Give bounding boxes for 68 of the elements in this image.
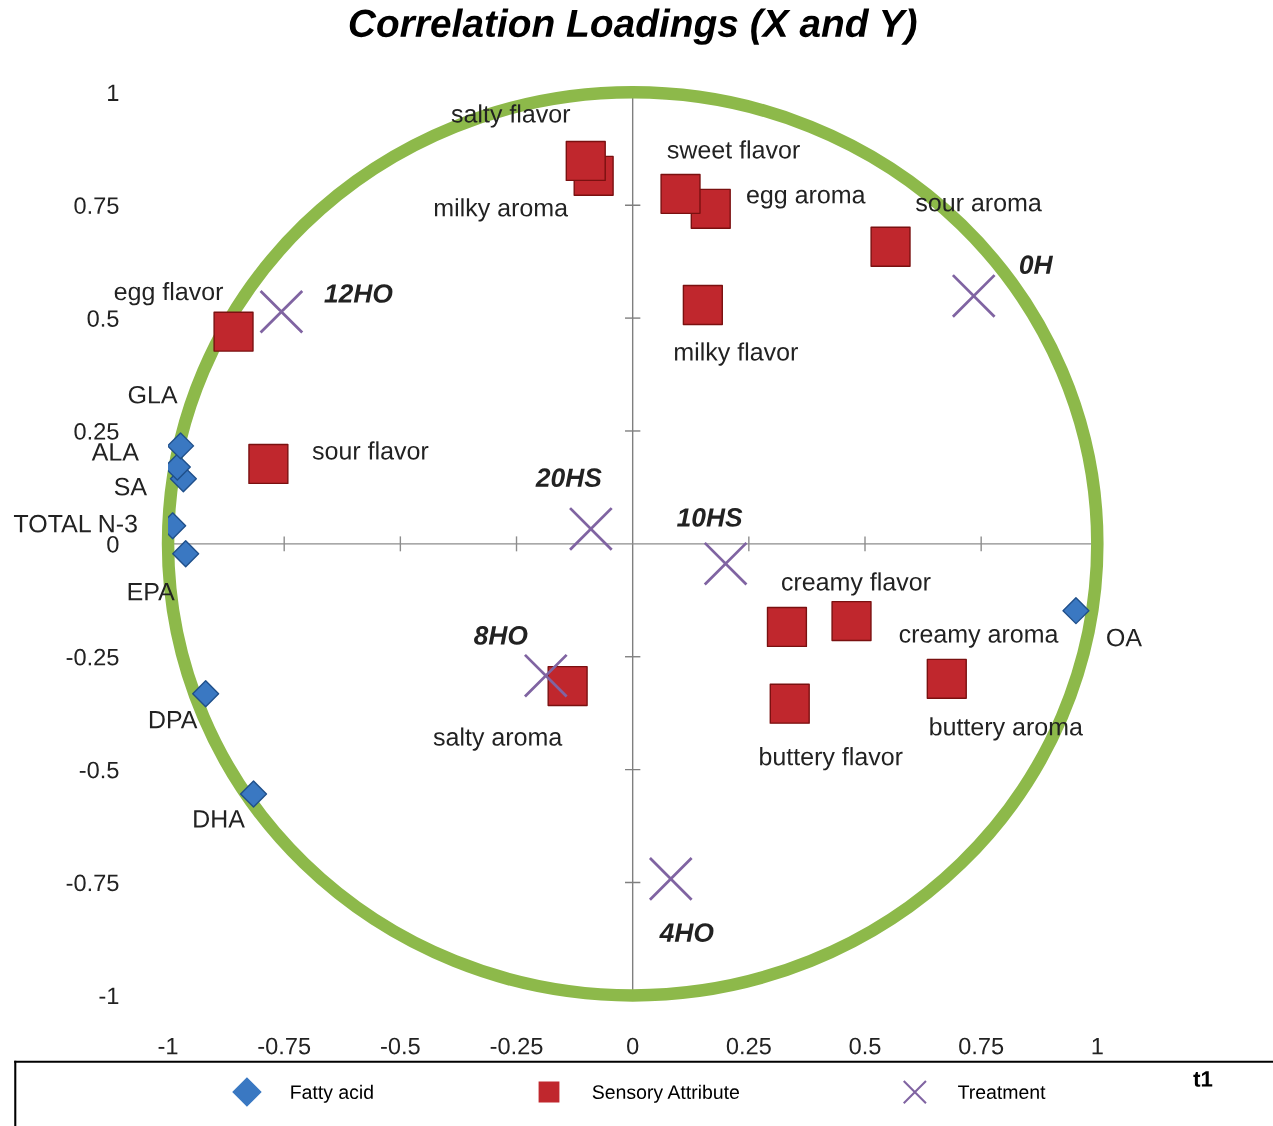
annotation: 8HO: [474, 626, 528, 645]
annotation: sour flavor: [312, 441, 429, 460]
x-tick-label: -0.5: [381, 1037, 420, 1055]
point: [565, 140, 606, 182]
annotation: egg flavor: [114, 281, 224, 306]
annotation: sweet flavor: [667, 140, 800, 159]
y-tick-label: 0: [107, 535, 119, 553]
y-tick-label: 0.25: [74, 423, 119, 440]
point: [523, 653, 569, 698]
point: [192, 680, 220, 708]
x-tick-label: 1: [1092, 1037, 1103, 1055]
point: [831, 600, 872, 642]
y-tick-label: -0.25: [66, 648, 119, 666]
y-tick-label: 0.5: [87, 310, 119, 327]
annotation: creamy flavor: [781, 572, 931, 596]
point: [239, 780, 268, 808]
annotation: 0H: [1019, 255, 1054, 275]
chart-title: Correlation Loadings (X and Y): [349, 8, 917, 45]
annotation: DHA: [194, 810, 245, 828]
point: [660, 173, 701, 215]
y-tick-label: -0.5: [79, 761, 119, 779]
annotation: GLA: [128, 385, 178, 404]
point: [568, 506, 614, 552]
annotation: SA: [114, 477, 147, 496]
y-tick-label: 0.75: [74, 197, 119, 214]
point: [547, 665, 588, 707]
legend-label: Fatty acid: [291, 1084, 373, 1103]
x-tick-label: -0.25: [490, 1037, 543, 1055]
point: [248, 443, 289, 485]
x-tick-label: -0.75: [258, 1037, 311, 1055]
annotation: milky flavor: [675, 342, 798, 366]
point: [172, 540, 200, 568]
annotation: TOTAL N-3: [13, 514, 137, 533]
y-tick-label: -0.75: [66, 874, 119, 892]
x-tick-label: -1: [158, 1037, 178, 1055]
annotation: DPA: [149, 711, 198, 729]
legend-label: Sensory Attribute: [592, 1084, 739, 1103]
y-tick-label: -1: [99, 987, 119, 1004]
annotation: 10HS: [677, 508, 743, 527]
annotation: 4HO: [659, 923, 714, 942]
annotation: 20HS: [535, 468, 602, 488]
point: [168, 432, 195, 460]
point: [870, 226, 911, 267]
annotation: salty aroma: [433, 727, 563, 751]
point: [703, 541, 748, 586]
x-tick-label: 0: [627, 1037, 639, 1055]
annotation: 12HO: [324, 284, 393, 303]
annotation: egg aroma: [747, 189, 866, 209]
annotation: OA: [1107, 628, 1142, 647]
point: [259, 289, 304, 334]
point: [769, 683, 810, 724]
x-tick-label: 0.5: [849, 1037, 881, 1055]
point: [648, 856, 694, 902]
annotation: milky aroma: [434, 198, 569, 222]
annotation: buttery flavor: [760, 747, 903, 771]
text: t1: [1193, 1071, 1213, 1087]
x-tick-label: 0.75: [959, 1037, 1004, 1055]
point: [951, 273, 996, 319]
y-tick-label: 1: [108, 84, 119, 101]
annotation: ALA: [91, 443, 139, 461]
point: [926, 658, 967, 700]
point: [682, 284, 723, 326]
point: [766, 606, 808, 648]
point: [1062, 597, 1090, 625]
annotation: creamy aroma: [899, 629, 1059, 648]
legend-label: Treatment: [958, 1085, 1046, 1100]
x-tick-label: 0.25: [726, 1037, 771, 1055]
point: [213, 311, 254, 352]
